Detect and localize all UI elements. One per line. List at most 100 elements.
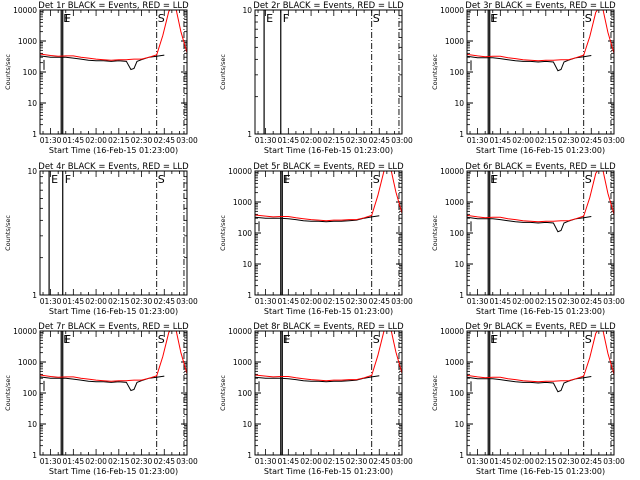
detector-panel: Det 7r BLACK = Events, RED = LLD Counts/s… [4,322,198,476]
x-tick-label: 02:15 [108,457,130,466]
series-group [40,10,187,71]
x-tick-label: 02:15 [323,297,345,306]
series-group [467,10,614,72]
panel-title: Det 6r BLACK = Events, RED = LLD [465,162,616,172]
y-tick-label: 1000 [18,358,37,367]
marker-label-s: S [158,12,165,25]
y-tick-label: 10000 [13,327,37,336]
x-tick-label: 02:00 [300,457,322,466]
y-tick-label: 100 [238,389,253,398]
x-tick-label: 02:45 [368,297,390,306]
marker-label-f: F [284,333,290,346]
x-tick-label: 01:45 [63,457,85,466]
detector-panel: Det 6r BLACK = Events, RED = LLD Counts/s… [431,162,625,316]
x-tick-label: 02:30 [131,297,153,306]
x-axis-label: Start Time (16-Feb-15 01:23:00) [476,307,605,316]
x-tick-label: 01:45 [278,457,300,466]
marker-label-s: S [585,333,592,346]
marker-label-e: E [63,12,70,25]
marker-label-e: E [490,12,497,25]
marker-label-f: F [492,12,498,25]
x-tick-label: 02:30 [346,136,368,145]
y-tick-label: 10 [242,260,252,269]
y-tick-label: 1 [247,451,252,460]
x-tick-label: 01:30 [255,457,277,466]
events-series-line [467,376,592,393]
x-tick-label: 02:00 [85,136,107,145]
x-tick-label: 03:00 [603,457,625,466]
y-tick-label: 1 [247,291,252,300]
x-tick-label: 02:45 [368,136,390,145]
x-tick-label: 01:45 [490,136,512,145]
marker-label-e: E [51,173,58,186]
detector-panel: Det 3r BLACK = Events, RED = LLD Counts/s… [431,1,625,155]
lld-series-line [255,331,402,382]
y-axis-label: Counts/sec [4,54,12,90]
detector-panel: Det 5r BLACK = Events, RED = LLD Counts/s… [219,162,413,316]
x-tick-label: 02:15 [535,136,557,145]
detector-panel: Det 1r BLACK = Events, RED = LLD Counts/s… [4,1,198,155]
y-axis-label: Counts/sec [219,375,227,411]
x-tick-label: 02:00 [512,136,534,145]
y-tick-label: 1 [459,291,464,300]
series-group [255,331,402,392]
lld-series-line [255,171,402,222]
x-axis-label: Start Time (16-Feb-15 01:23:00) [476,146,605,155]
series-group [467,171,614,233]
x-tick-label: 02:15 [108,136,130,145]
series-group [467,331,614,393]
x-tick-label: 02:45 [153,297,175,306]
x-tick-label: 02:30 [558,457,580,466]
y-tick-label: 10 [454,260,464,269]
y-tick-label: 1000 [445,358,464,367]
x-tick-label: 03:00 [391,297,413,306]
y-axis-label: Counts/sec [431,375,439,411]
y-tick-label: 100 [450,68,465,77]
marker-label-s: S [585,12,592,25]
x-axis-label: Start Time (16-Feb-15 01:23:00) [264,467,393,476]
x-tick-label: 01:30 [467,297,489,306]
y-tick-label: 10000 [13,6,37,15]
panel-title: Det 1r BLACK = Events, RED = LLD [38,1,189,11]
x-axis-label: Start Time (16-Feb-15 01:23:00) [49,146,178,155]
x-tick-label: 02:30 [131,457,153,466]
y-tick-label: 1000 [445,37,464,46]
x-axis-label: Start Time (16-Feb-15 01:23:00) [264,307,393,316]
y-tick-label: 100 [23,68,38,77]
y-tick-label: 1 [247,130,252,139]
x-tick-label: 02:15 [108,297,130,306]
y-tick-label: 10 [454,420,464,429]
x-tick-label: 02:15 [323,457,345,466]
panel-title: Det 4r BLACK = Events, RED = LLD [38,162,189,172]
panel-title: Det 2r BLACK = Events, RED = LLD [253,1,404,11]
marker-label-s: S [373,12,380,25]
y-axis-label: Counts/sec [431,215,439,251]
marker-label-f: F [65,333,71,346]
series-group [255,171,402,232]
events-series-line [467,216,592,233]
marker-label-e: E [490,173,497,186]
y-tick-label: 1 [459,451,464,460]
x-tick-label: 02:45 [580,457,602,466]
y-tick-label: 1 [459,130,464,139]
y-tick-label: 100 [23,389,38,398]
marker-label-s: S [158,333,165,346]
lld-series-line [467,171,614,223]
events-series-line [40,54,165,71]
marker-label-s: S [158,173,165,186]
x-tick-label: 02:45 [153,457,175,466]
x-tick-label: 01:30 [255,136,277,145]
x-tick-label: 01:45 [278,297,300,306]
x-tick-label: 02:30 [131,136,153,145]
marker-label-f: F [65,173,71,186]
x-axis-label: Start Time (16-Feb-15 01:23:00) [476,467,605,476]
events-series-line [40,375,165,392]
y-tick-label: 10000 [228,327,252,336]
x-tick-label: 02:15 [535,297,557,306]
plot-frame [466,330,615,456]
panel-title: Det 9r BLACK = Events, RED = LLD [465,322,616,332]
x-axis-label: Start Time (16-Feb-15 01:23:00) [264,146,393,155]
marker-label-s: S [373,173,380,186]
x-tick-label: 02:00 [512,457,534,466]
